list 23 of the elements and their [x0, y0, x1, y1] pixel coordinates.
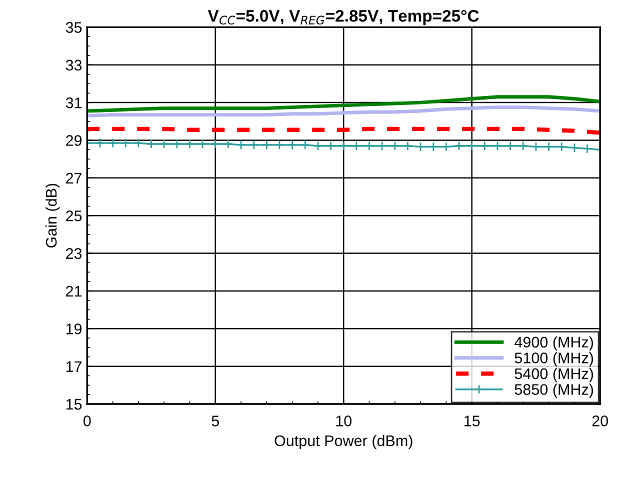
legend-label: 5850 (MHz): [514, 384, 594, 398]
x-tick-label: 20: [592, 416, 608, 426]
x-tick-label: 0: [83, 416, 91, 426]
legend-label: 5400 (MHz): [514, 368, 594, 382]
y-tick-label: 15: [66, 399, 82, 410]
y-tick-label: 25: [66, 210, 82, 222]
legend-label: 4900 (MHz): [514, 336, 594, 351]
y-tick-label: 33: [66, 60, 82, 71]
x-axis-title: Output Power (dBm): [274, 434, 412, 450]
x-tick-label: 15: [464, 416, 480, 426]
y-tick-label: 21: [66, 286, 82, 297]
y-tick-label: 17: [66, 361, 82, 372]
y-tick-label: 19: [66, 324, 82, 334]
chart-title: V$_{CC}$=5.0V, V$_{REG}$=2.85V, Temp=25°C: [208, 10, 479, 26]
y-tick-label: 35: [66, 22, 82, 33]
x-tick-label: 5: [212, 416, 219, 426]
legend-label: 5100 (MHz): [514, 352, 594, 366]
x-tick-label: 10: [336, 416, 352, 426]
y-tick-label: 31: [66, 97, 82, 108]
y-axis-title: Gain (dB): [45, 184, 60, 248]
y-tick-label: 29: [66, 135, 82, 146]
y-tick-label: 23: [66, 248, 82, 259]
y-tick-label: 27: [66, 172, 82, 184]
